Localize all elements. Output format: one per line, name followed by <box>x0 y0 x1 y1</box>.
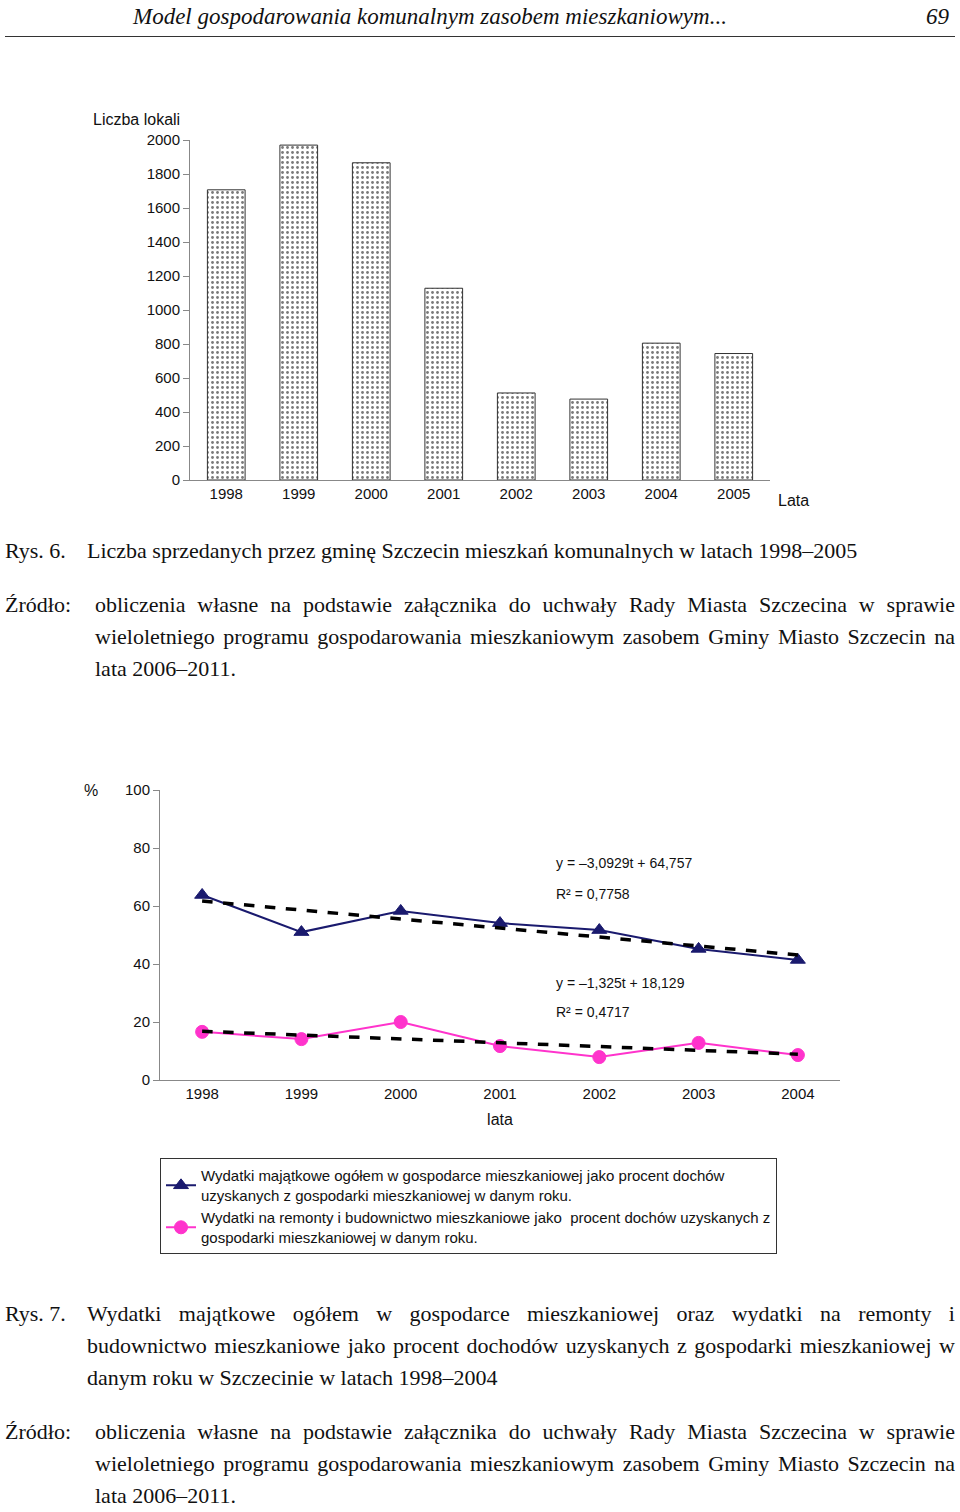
svg-text:2004: 2004 <box>645 485 678 502</box>
svg-text:2004: 2004 <box>781 1085 814 1102</box>
html-text:Źródło:: Źródło: <box>5 592 71 617</box>
html-text:Wydatki majątkowe ogółem w gos: Wydatki majątkowe ogółem w gospodarce mi… <box>87 1301 955 1390</box>
svg-text:2001: 2001 <box>483 1085 516 1102</box>
html-text:69: 69 <box>926 4 949 29</box>
svg-text:2002: 2002 <box>500 485 533 502</box>
html-text:obliczenia własne na podstawie: obliczenia własne na podstawie załącznik… <box>95 1419 955 1508</box>
html-text:obliczenia własne na podstawie: obliczenia własne na podstawie załącznik… <box>95 592 955 681</box>
html-text:Rys. 7.: Rys. 7. <box>5 1301 66 1326</box>
svg-text:1999: 1999 <box>282 485 315 502</box>
svg-text:2002: 2002 <box>583 1085 616 1102</box>
svg-text:800: 800 <box>155 335 180 352</box>
svg-text:1000: 1000 <box>147 301 180 318</box>
svg-text:2003: 2003 <box>572 485 605 502</box>
svg-text:1998: 1998 <box>185 1085 218 1102</box>
html-text:Rys. 6.: Rys. 6. <box>5 538 66 563</box>
svg-text:0: 0 <box>172 471 180 488</box>
html-text:Liczba sprzedanych przez gminę: Liczba sprzedanych przez gminę Szczecin … <box>87 538 858 563</box>
svg-text:Liczba lokali: Liczba lokali <box>93 111 180 128</box>
html-text:Źródło:: Źródło: <box>5 1419 71 1444</box>
svg-text:0: 0 <box>142 1071 150 1088</box>
svg-text:1400: 1400 <box>147 233 180 250</box>
svg-text:lata: lata <box>487 1111 513 1128</box>
svg-text:Wydatki na remonty i budownict: Wydatki na remonty i budownictwo mieszka… <box>201 1209 770 1246</box>
svg-text:2000: 2000 <box>355 485 388 502</box>
svg-text:y = –3,0929t + 64,757: y = –3,0929t + 64,757 <box>556 855 692 871</box>
svg-text:1800: 1800 <box>147 165 180 182</box>
svg-text:2003: 2003 <box>682 1085 715 1102</box>
svg-text:1200: 1200 <box>147 267 180 284</box>
svg-text:%: % <box>84 782 98 799</box>
svg-text:y = –1,325t + 18,129: y = –1,325t + 18,129 <box>556 975 685 991</box>
svg-text:2005: 2005 <box>717 485 750 502</box>
svg-text:2000: 2000 <box>147 131 180 148</box>
svg-text:2001: 2001 <box>427 485 460 502</box>
svg-text:R² = 0,7758: R² = 0,7758 <box>556 886 630 902</box>
svg-text:Wydatki majątkowe ogółem w gos: Wydatki majątkowe ogółem w gospodarce mi… <box>201 1167 725 1204</box>
svg-text:60: 60 <box>133 897 150 914</box>
svg-text:80: 80 <box>133 839 150 856</box>
svg-text:1600: 1600 <box>147 199 180 216</box>
html-text:Model gospodarowania komunalny: Model gospodarowania komunalnym zasobem … <box>133 4 727 29</box>
svg-text:40: 40 <box>133 955 150 972</box>
svg-text:R² = 0,4717: R² = 0,4717 <box>556 1004 630 1020</box>
svg-text:100: 100 <box>125 781 150 798</box>
svg-text:Lata: Lata <box>778 492 809 509</box>
svg-text:400: 400 <box>155 403 180 420</box>
svg-text:600: 600 <box>155 369 180 386</box>
svg-text:1998: 1998 <box>210 485 243 502</box>
svg-text:200: 200 <box>155 437 180 454</box>
svg-text:1999: 1999 <box>285 1085 318 1102</box>
svg-text:2000: 2000 <box>384 1085 417 1102</box>
svg-text:20: 20 <box>133 1013 150 1030</box>
